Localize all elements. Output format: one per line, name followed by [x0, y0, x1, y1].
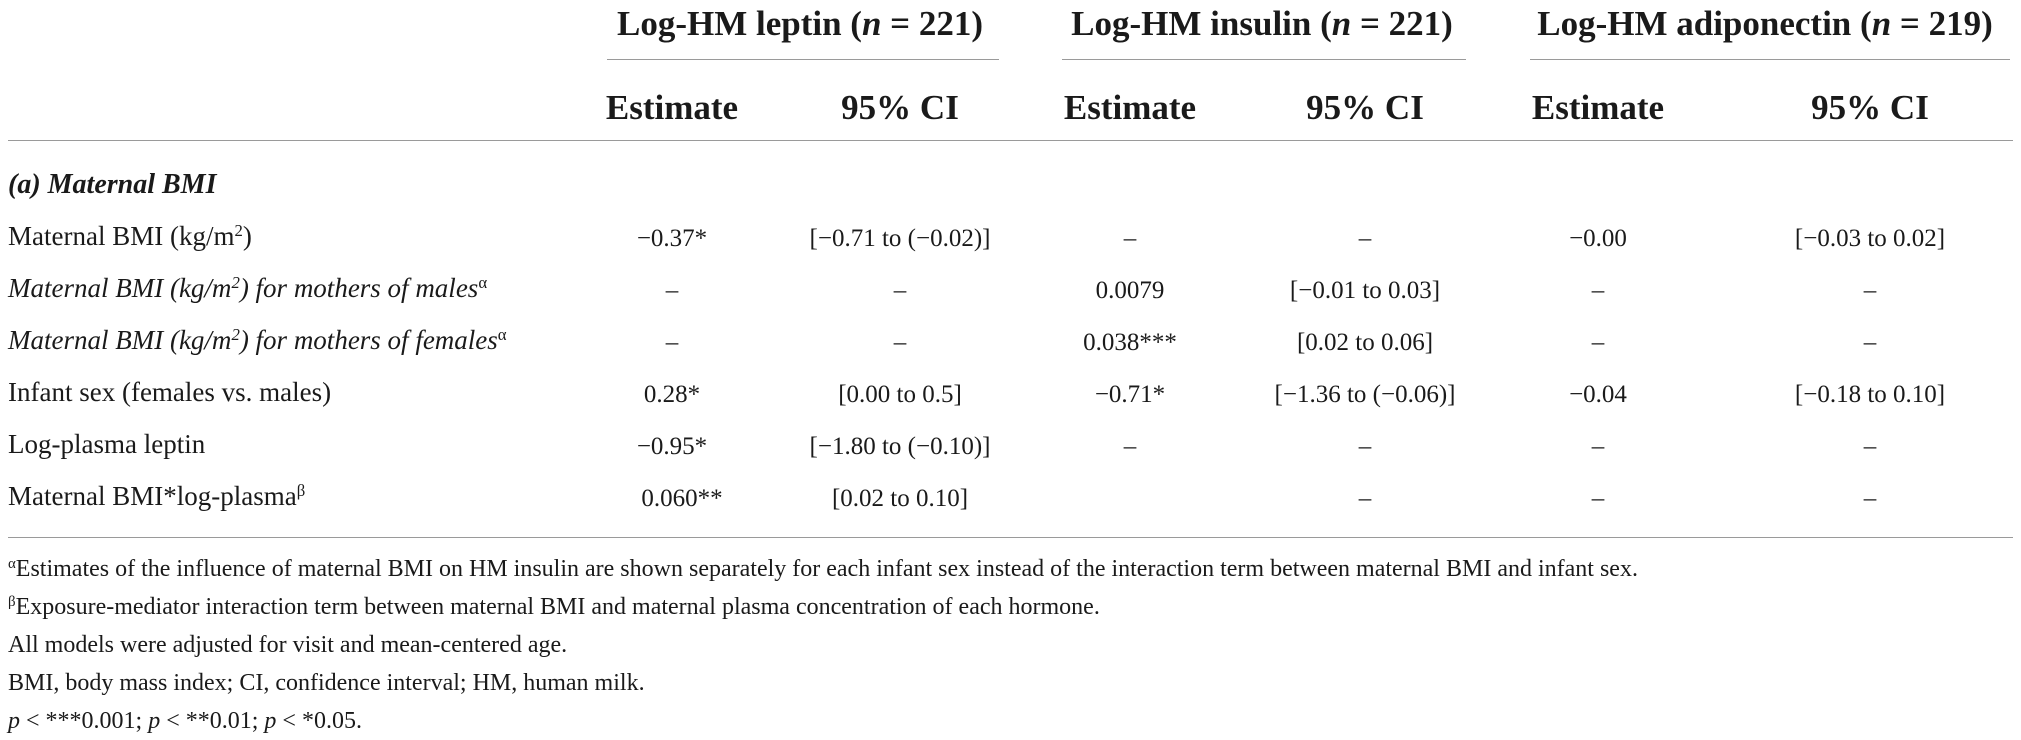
footnote-alpha: αEstimates of the influence of maternal …: [8, 555, 1638, 582]
group-header-leptin: Log-HM leptin (n = 221): [617, 6, 983, 41]
group-header-insulin: Log-HM insulin (n = 221): [1071, 6, 1453, 41]
table-cell: –: [1591, 277, 1605, 304]
footnote-abbreviations: BMI, body mass index; CI, confidence int…: [8, 671, 645, 695]
col-header-insulin-ci: 95% CI: [1306, 88, 1424, 127]
table-cell: –: [893, 329, 907, 356]
group-header-adiponectin-n: n: [1871, 4, 1892, 43]
footnote-text: Exposure-mediator interaction term betwe…: [15, 594, 1100, 620]
table-cell: –: [1358, 485, 1372, 512]
row-label-text: Infant sex (females vs. males): [8, 377, 332, 407]
footnote-symbol: β: [8, 593, 16, 610]
footnote-symbol: α: [8, 555, 16, 572]
group-header-leptin-n: n: [861, 4, 882, 43]
group-header-adiponectin: Log-HM adiponectin (n = 219): [1537, 6, 1993, 41]
table-cell: –: [1591, 329, 1605, 356]
row-label-maternal-bmi-males: Maternal BMI (kg/m2) for mothers of male…: [8, 272, 488, 303]
p-threshold: < **0.01;: [160, 708, 265, 734]
table-cell: 0.0079: [1095, 277, 1165, 304]
table-cell: [−1.80 to (−0.10)]: [809, 433, 991, 460]
footnote-beta: βExposure-mediator interaction term betw…: [8, 593, 1100, 620]
row-label-text: Maternal BMI*log-plasma: [8, 481, 297, 511]
group-header-leptin-count: = 221): [881, 4, 984, 43]
row-label-text-post: ): [242, 221, 252, 251]
col-header-insulin-estimate: Estimate: [1063, 88, 1197, 127]
row-label-superscript: 2: [234, 220, 243, 240]
row-label-text: Maternal BMI (kg/m: [8, 273, 232, 303]
row-label-maternal-bmi-females: Maternal BMI (kg/m2) for mothers of fema…: [8, 324, 507, 355]
row-label-superscript: 2: [231, 324, 240, 344]
row-label-superscript: 2: [231, 272, 240, 292]
row-label-text: Maternal BMI (kg/m: [8, 221, 235, 251]
col-header-adiponectin-ci: 95% CI: [1811, 88, 1929, 127]
header-rule: [8, 140, 2013, 141]
footnote-text: Estimates of the influence of maternal B…: [15, 556, 1638, 582]
table-bottom-rule: [8, 537, 2013, 538]
row-label-text: Maternal BMI (kg/m: [8, 325, 232, 355]
row-label-text-post: ) for mothers of males: [239, 273, 479, 303]
group-header-insulin-n: n: [1331, 4, 1352, 43]
table-cell: [−0.18 to 0.10]: [1794, 381, 1946, 408]
table-cell: –: [1863, 433, 1877, 460]
p-threshold: < *0.05.: [276, 708, 362, 734]
p-symbol: p: [8, 708, 20, 734]
row-label-interaction: Maternal BMI*log-plasmaβ: [8, 480, 306, 511]
table-cell: –: [1863, 329, 1877, 356]
footnote-adjustment: All models were adjusted for visit and m…: [8, 633, 567, 657]
table-cell: [−1.36 to (−0.06)]: [1274, 381, 1456, 408]
col-header-leptin-ci: 95% CI: [841, 88, 959, 127]
table-cell: [0.02 to 0.10]: [831, 485, 969, 512]
table-cell: –: [1591, 433, 1605, 460]
group-rule-leptin: [607, 59, 999, 60]
group-header-insulin-count: = 221): [1351, 4, 1453, 43]
table-cell: –: [1123, 225, 1137, 252]
table-cell: [0.00 to 0.5]: [838, 381, 962, 408]
p-threshold: < ***0.001;: [20, 708, 149, 734]
table-cell: 0.038***: [1083, 329, 1177, 356]
table-cell: 0.28*: [643, 381, 701, 408]
row-label-log-plasma-leptin: Log-plasma leptin: [8, 431, 205, 458]
group-header-adiponectin-label: Log-HM adiponectin (: [1537, 4, 1872, 43]
row-label-text: Log-plasma leptin: [8, 429, 206, 459]
table-cell: [−0.03 to 0.02]: [1794, 225, 1946, 252]
table-cell: −0.00: [1569, 225, 1627, 252]
table-cell: –: [893, 277, 907, 304]
table-cell: −0.71*: [1094, 381, 1166, 408]
footnote-text: All models were adjusted for visit and m…: [8, 632, 568, 658]
table-cell: –: [665, 329, 679, 356]
table-cell: –: [1863, 485, 1877, 512]
group-header-leptin-label: Log-HM leptin (: [616, 4, 862, 43]
row-label-footnote-mark: α: [478, 272, 488, 292]
col-header-adiponectin-estimate: Estimate: [1531, 88, 1665, 127]
footnote-pvalues: p < ***0.001; p < **0.01; p < *0.05.: [8, 709, 362, 733]
row-label-maternal-bmi: Maternal BMI (kg/m2): [8, 220, 252, 251]
table-cell: 0.060**: [641, 485, 723, 512]
table-cell: –: [1591, 485, 1605, 512]
table-cell: [0.02 to 0.06]: [1296, 329, 1434, 356]
table-cell: −0.95*: [636, 433, 708, 460]
table-cell: –: [1123, 433, 1137, 460]
row-label-infant-sex: Infant sex (females vs. males): [8, 379, 331, 406]
table-cell: [−0.71 to (−0.02)]: [809, 225, 991, 252]
p-symbol: p: [148, 708, 161, 734]
table-cell: –: [665, 277, 679, 304]
table-cell: –: [1358, 433, 1372, 460]
table-cell: [−0.01 to 0.03]: [1289, 277, 1441, 304]
section-title: (a) Maternal BMI: [8, 169, 217, 200]
row-label-footnote-mark: β: [296, 480, 306, 500]
table-cell: –: [1358, 225, 1372, 252]
footnote-text: BMI, body mass index; CI, confidence int…: [8, 670, 645, 696]
col-header-leptin-estimate: Estimate: [605, 88, 739, 127]
row-label-footnote-mark: α: [497, 324, 507, 344]
group-header-adiponectin-count: = 219): [1891, 4, 1993, 43]
group-rule-adiponectin: [1530, 59, 2010, 60]
table-cell: −0.04: [1569, 381, 1627, 408]
group-rule-insulin: [1062, 59, 1466, 60]
table-cell: −0.37*: [636, 225, 708, 252]
table-cell: –: [1863, 277, 1877, 304]
group-header-insulin-label: Log-HM insulin (: [1071, 4, 1332, 43]
p-symbol: p: [264, 708, 277, 734]
row-label-text-post: ) for mothers of females: [239, 325, 498, 355]
